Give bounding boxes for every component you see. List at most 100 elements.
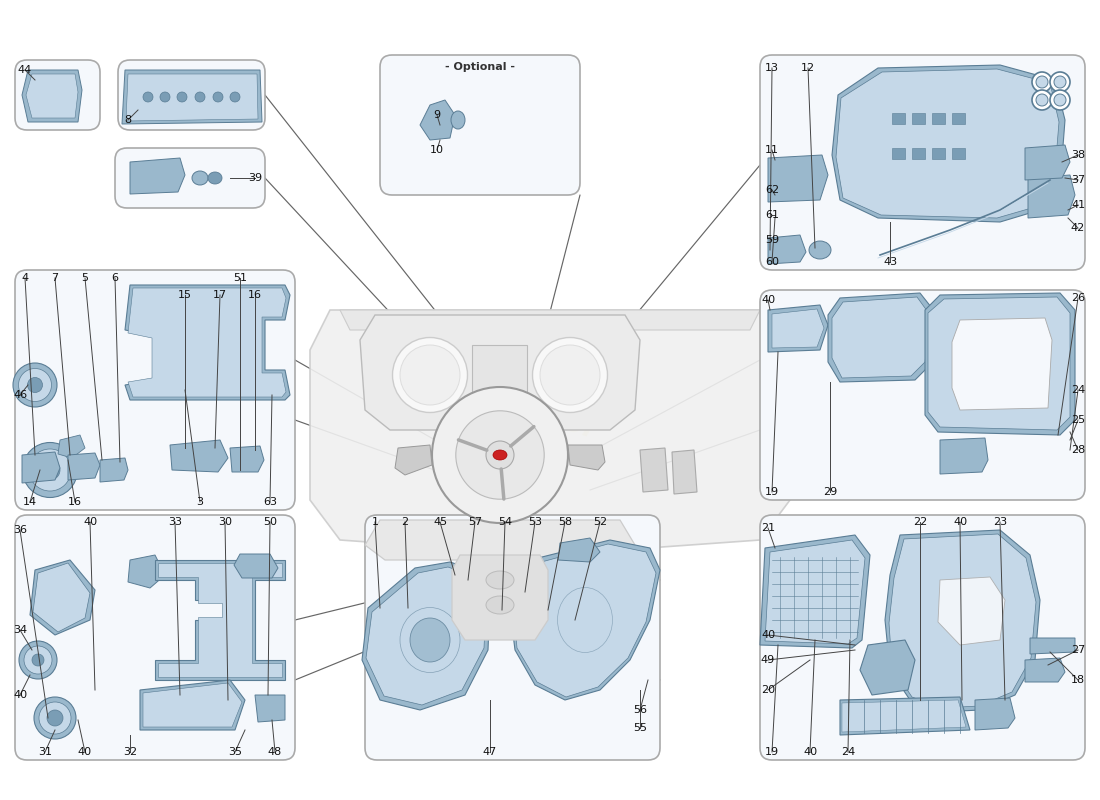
Polygon shape bbox=[952, 318, 1052, 410]
Polygon shape bbox=[155, 560, 285, 680]
Polygon shape bbox=[100, 458, 128, 482]
Ellipse shape bbox=[410, 618, 450, 662]
Text: 27: 27 bbox=[1071, 645, 1085, 655]
Polygon shape bbox=[672, 450, 697, 494]
Ellipse shape bbox=[22, 442, 77, 498]
Text: 24: 24 bbox=[840, 747, 855, 757]
Text: 36: 36 bbox=[13, 525, 28, 535]
Ellipse shape bbox=[1054, 94, 1066, 106]
Text: 50: 50 bbox=[263, 517, 277, 527]
Polygon shape bbox=[938, 577, 1005, 645]
Text: 31: 31 bbox=[39, 747, 52, 757]
Text: 19: 19 bbox=[764, 747, 779, 757]
Polygon shape bbox=[140, 680, 245, 730]
Ellipse shape bbox=[1036, 76, 1048, 88]
Text: 4: 4 bbox=[21, 273, 29, 283]
Text: 63: 63 bbox=[263, 497, 277, 507]
Ellipse shape bbox=[432, 387, 568, 523]
Ellipse shape bbox=[400, 607, 460, 673]
Ellipse shape bbox=[29, 449, 72, 491]
Text: 1: 1 bbox=[372, 517, 378, 527]
Ellipse shape bbox=[393, 338, 468, 413]
Polygon shape bbox=[22, 452, 61, 483]
Text: 39: 39 bbox=[248, 173, 262, 183]
Polygon shape bbox=[768, 305, 828, 352]
Text: 62: 62 bbox=[764, 185, 779, 195]
Text: 18: 18 bbox=[1071, 675, 1085, 685]
Text: 10: 10 bbox=[430, 145, 444, 155]
Ellipse shape bbox=[486, 596, 514, 614]
Text: 44: 44 bbox=[18, 65, 32, 75]
Polygon shape bbox=[640, 448, 668, 492]
Ellipse shape bbox=[13, 363, 57, 407]
Polygon shape bbox=[1028, 175, 1075, 218]
Bar bbox=[932, 113, 945, 124]
Polygon shape bbox=[33, 563, 90, 632]
Ellipse shape bbox=[160, 92, 170, 102]
Polygon shape bbox=[842, 700, 966, 732]
Bar bbox=[912, 148, 925, 159]
Ellipse shape bbox=[493, 450, 507, 460]
Text: 23: 23 bbox=[993, 517, 1008, 527]
Text: 32: 32 bbox=[123, 747, 138, 757]
Polygon shape bbox=[764, 540, 865, 644]
Text: 40: 40 bbox=[82, 517, 97, 527]
Ellipse shape bbox=[230, 92, 240, 102]
Polygon shape bbox=[568, 445, 605, 470]
Polygon shape bbox=[760, 535, 870, 648]
Polygon shape bbox=[828, 293, 935, 382]
Text: 40: 40 bbox=[761, 295, 776, 305]
Polygon shape bbox=[840, 697, 970, 735]
Polygon shape bbox=[362, 562, 490, 710]
Text: 21: 21 bbox=[761, 523, 776, 533]
Polygon shape bbox=[461, 569, 521, 631]
Polygon shape bbox=[452, 555, 548, 640]
Polygon shape bbox=[68, 453, 100, 480]
Text: 61: 61 bbox=[764, 210, 779, 220]
Polygon shape bbox=[255, 695, 285, 722]
Polygon shape bbox=[860, 640, 915, 695]
Polygon shape bbox=[130, 158, 185, 194]
FancyBboxPatch shape bbox=[116, 148, 265, 208]
Text: 25: 25 bbox=[1071, 415, 1085, 425]
Ellipse shape bbox=[177, 92, 187, 102]
Ellipse shape bbox=[455, 411, 544, 499]
Polygon shape bbox=[170, 440, 228, 472]
Text: 53: 53 bbox=[528, 517, 542, 527]
Text: 35: 35 bbox=[228, 747, 242, 757]
Bar bbox=[892, 148, 905, 159]
Polygon shape bbox=[58, 435, 85, 458]
Ellipse shape bbox=[24, 646, 52, 674]
FancyBboxPatch shape bbox=[760, 515, 1085, 760]
Bar bbox=[912, 113, 925, 124]
Ellipse shape bbox=[451, 111, 465, 129]
Text: 12: 12 bbox=[801, 63, 815, 73]
Text: 22: 22 bbox=[913, 517, 927, 527]
Polygon shape bbox=[360, 315, 640, 430]
Ellipse shape bbox=[34, 697, 76, 739]
Text: 5: 5 bbox=[81, 273, 88, 283]
Text: 55: 55 bbox=[632, 723, 647, 733]
Polygon shape bbox=[1025, 658, 1065, 682]
Text: 28: 28 bbox=[1071, 445, 1085, 455]
Polygon shape bbox=[26, 74, 78, 118]
FancyBboxPatch shape bbox=[760, 290, 1085, 500]
Ellipse shape bbox=[19, 369, 52, 402]
Text: 49: 49 bbox=[761, 655, 776, 665]
Ellipse shape bbox=[486, 441, 514, 469]
Text: 54: 54 bbox=[498, 517, 513, 527]
Polygon shape bbox=[234, 554, 278, 578]
Polygon shape bbox=[558, 538, 600, 562]
Polygon shape bbox=[122, 70, 262, 124]
Text: 15: 15 bbox=[178, 290, 192, 300]
Ellipse shape bbox=[208, 172, 222, 184]
Polygon shape bbox=[832, 65, 1065, 222]
Ellipse shape bbox=[39, 702, 72, 734]
Ellipse shape bbox=[808, 241, 830, 259]
Bar bbox=[952, 148, 965, 159]
Ellipse shape bbox=[400, 345, 460, 405]
Text: 20: 20 bbox=[761, 685, 776, 695]
Polygon shape bbox=[310, 310, 790, 555]
Polygon shape bbox=[1030, 638, 1075, 654]
Ellipse shape bbox=[1032, 72, 1052, 92]
